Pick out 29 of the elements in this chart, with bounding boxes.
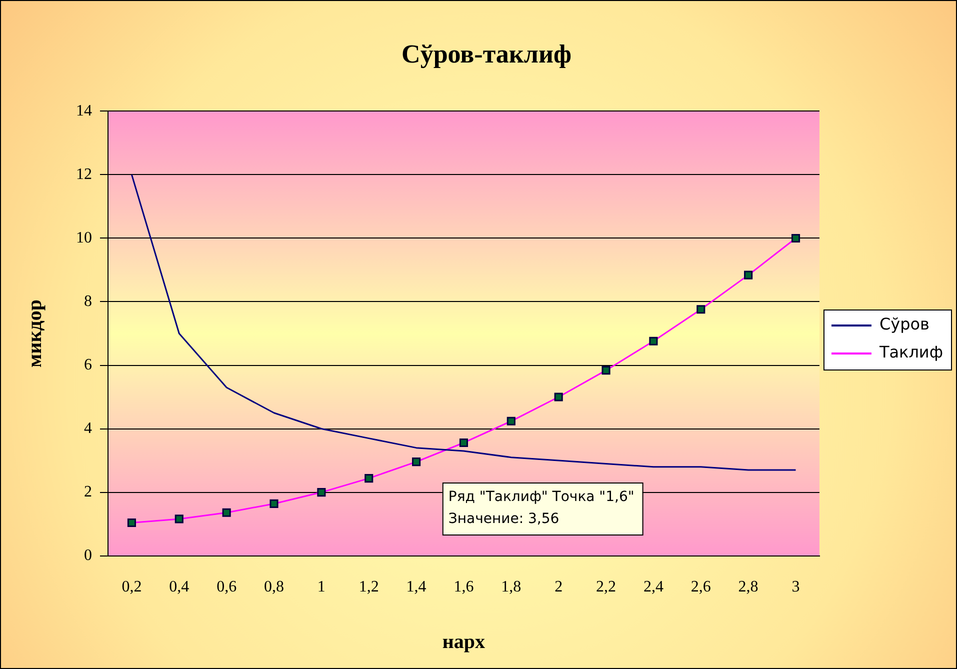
x-tick-label: 0,2 [122, 578, 142, 596]
x-axis-title: нарх [442, 631, 486, 654]
x-tick-label: 2,8 [738, 578, 758, 596]
x-tick-label: 1,2 [358, 578, 379, 596]
x-tick-label: 2 [554, 578, 563, 596]
x-tick-label: 0,8 [264, 578, 284, 596]
x-tick-label: 2,2 [596, 578, 616, 596]
x-tick-label: 1,6 [454, 578, 474, 596]
x-tick-label: 1,4 [406, 578, 426, 596]
legend-label: Сўров [879, 314, 930, 334]
y-tick-label: 6 [84, 356, 92, 374]
chart-title: Сўров-таклиф [402, 39, 572, 68]
y-axis-title: микдор [24, 300, 46, 368]
x-tick-label: 1 [317, 578, 326, 596]
x-tick-label: 3 [792, 578, 800, 596]
x-tick-label: 2,6 [690, 578, 711, 596]
annotation: Ряд "Таклиф" Точка "1,6" Значение: 3,56 [448, 489, 634, 528]
x-tick-label: 0,6 [216, 578, 237, 596]
y-tick-label: 0 [84, 547, 92, 564]
x-tick-label: 2,4 [643, 578, 664, 596]
x-tick-label: 0,4 [169, 578, 190, 596]
y-tick-label: 4 [84, 420, 92, 437]
y-tick-label: 12 [76, 166, 92, 183]
x-tick-label: 1,8 [501, 578, 522, 596]
y-tick-label: 10 [76, 229, 92, 246]
y-tick-label: 8 [84, 292, 92, 310]
y-tick-label: 14 [76, 102, 92, 120]
legend-label: Таклиф [878, 342, 943, 362]
y-tick-label: 2 [84, 483, 92, 500]
